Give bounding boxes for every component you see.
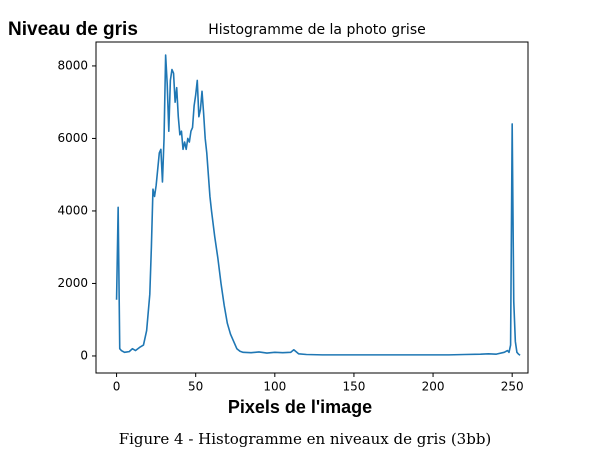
y-axis-label: Niveau de gris bbox=[8, 19, 138, 40]
y-tick-label: 4000 bbox=[57, 203, 88, 217]
data-line bbox=[115, 54, 521, 356]
y-tick-label: 8000 bbox=[57, 58, 88, 72]
caption: Figure 4 - Histogramme en niveaux de gri… bbox=[119, 430, 492, 448]
y-tick-label: 0 bbox=[80, 348, 88, 362]
plot-frame bbox=[95, 41, 529, 374]
x-tick-label: 150 bbox=[342, 380, 365, 394]
x-tick-label: 100 bbox=[263, 380, 286, 394]
x-tick-label: 50 bbox=[188, 380, 203, 394]
y-tick-label: 2000 bbox=[57, 276, 88, 290]
y-tick-label: 6000 bbox=[57, 131, 88, 145]
x-tick-label: 200 bbox=[422, 380, 445, 394]
chart-title: Histogramme de la photo grise bbox=[208, 22, 425, 38]
x-tick-label: 0 bbox=[113, 380, 121, 394]
x-tick-label: 250 bbox=[501, 380, 524, 394]
x-axis-label: Pixels de l'image bbox=[228, 397, 372, 417]
